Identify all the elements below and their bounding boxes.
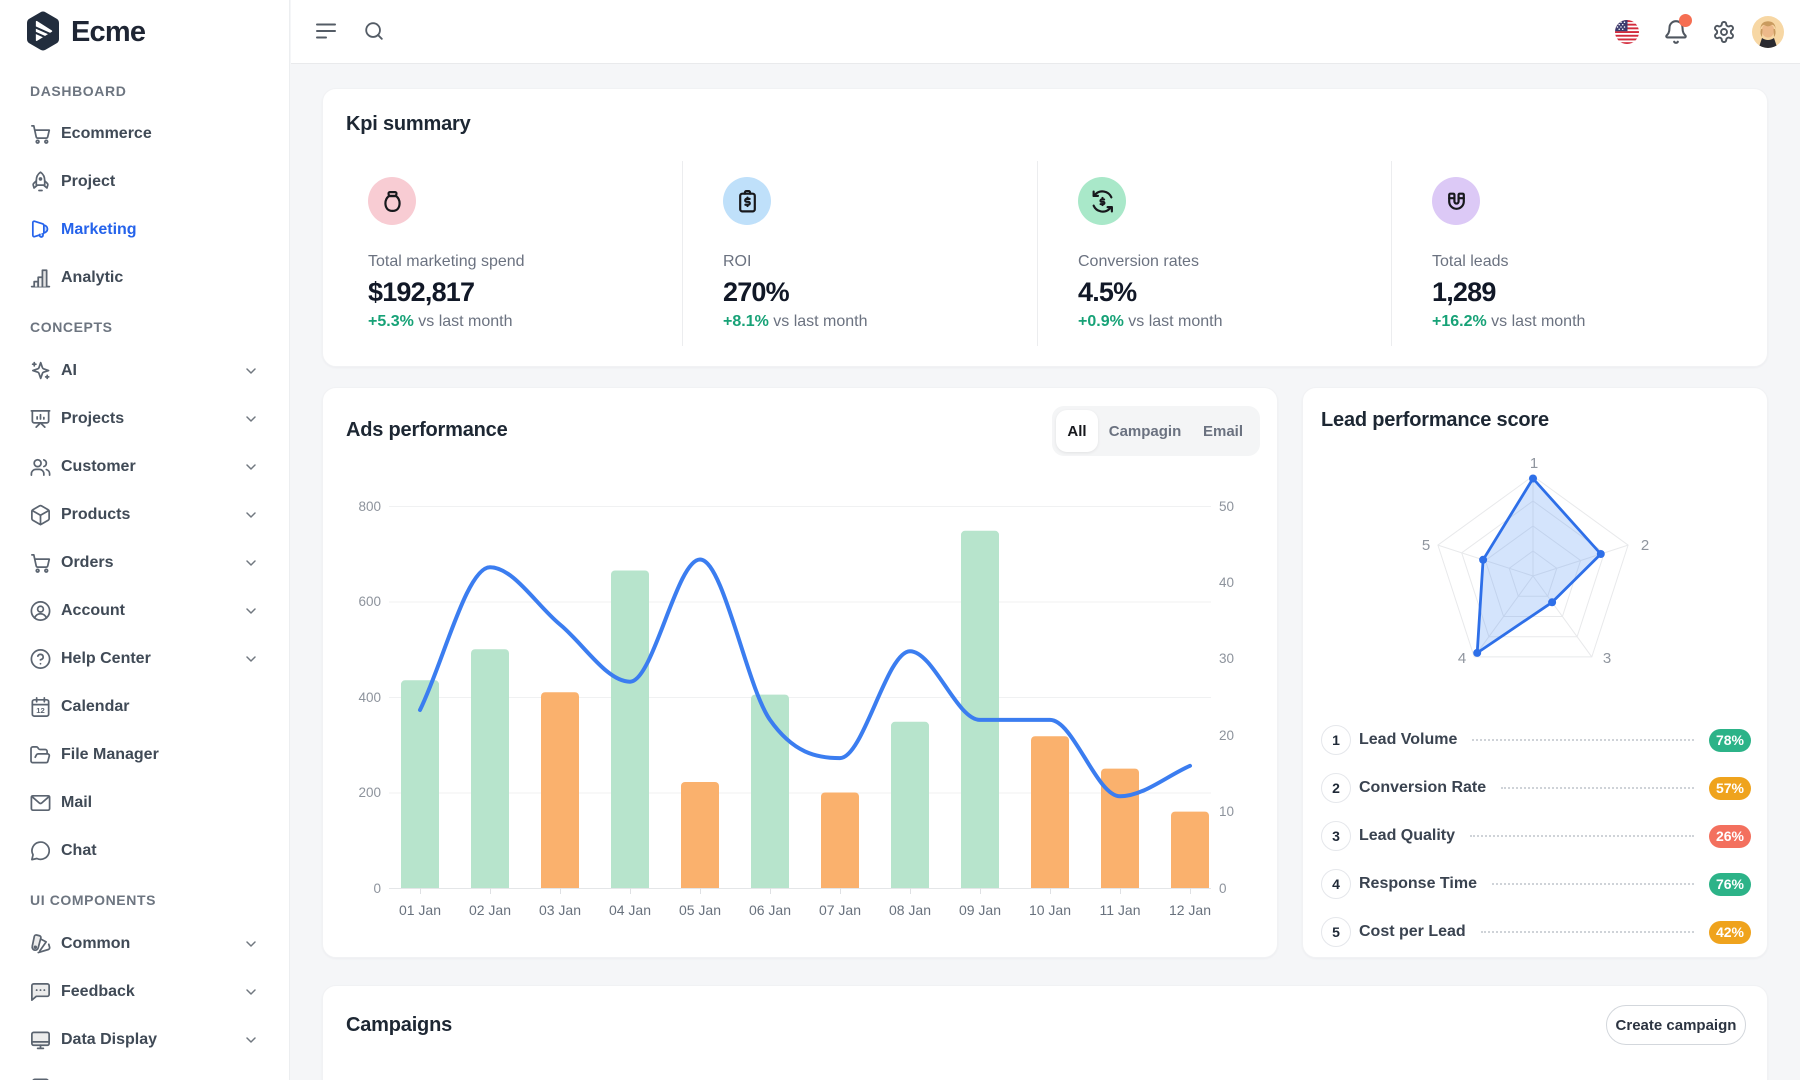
- svg-text:40: 40: [1219, 575, 1234, 590]
- svg-text:03 Jan: 03 Jan: [539, 902, 581, 918]
- svg-text:3: 3: [1603, 650, 1611, 667]
- svg-text:200: 200: [358, 785, 381, 800]
- svg-text:07 Jan: 07 Jan: [819, 902, 861, 918]
- svg-text:600: 600: [358, 594, 381, 609]
- svg-text:0: 0: [1219, 881, 1227, 896]
- svg-text:4: 4: [1458, 650, 1466, 667]
- svg-text:04 Jan: 04 Jan: [609, 902, 651, 918]
- svg-text:12 Jan: 12 Jan: [1169, 902, 1211, 918]
- svg-text:11 Jan: 11 Jan: [1100, 902, 1141, 918]
- svg-text:800: 800: [358, 499, 381, 514]
- svg-text:30: 30: [1219, 651, 1234, 666]
- svg-text:400: 400: [358, 690, 381, 705]
- svg-text:0: 0: [373, 881, 381, 896]
- svg-text:06 Jan: 06 Jan: [749, 902, 791, 918]
- svg-text:12: 12: [36, 706, 45, 715]
- svg-text:05 Jan: 05 Jan: [679, 902, 721, 918]
- svg-text:10: 10: [1219, 804, 1234, 819]
- svg-text:50: 50: [1219, 499, 1234, 514]
- svg-text:09 Jan: 09 Jan: [959, 902, 1001, 918]
- svg-text:01 Jan: 01 Jan: [399, 902, 441, 918]
- svg-text:2: 2: [1641, 537, 1649, 554]
- svg-text:5: 5: [1422, 537, 1430, 554]
- svg-text:20: 20: [1219, 728, 1234, 743]
- svg-text:08 Jan: 08 Jan: [889, 902, 931, 918]
- svg-text:02 Jan: 02 Jan: [469, 902, 511, 918]
- svg-text:1: 1: [1530, 455, 1538, 472]
- svg-text:10 Jan: 10 Jan: [1029, 902, 1071, 918]
